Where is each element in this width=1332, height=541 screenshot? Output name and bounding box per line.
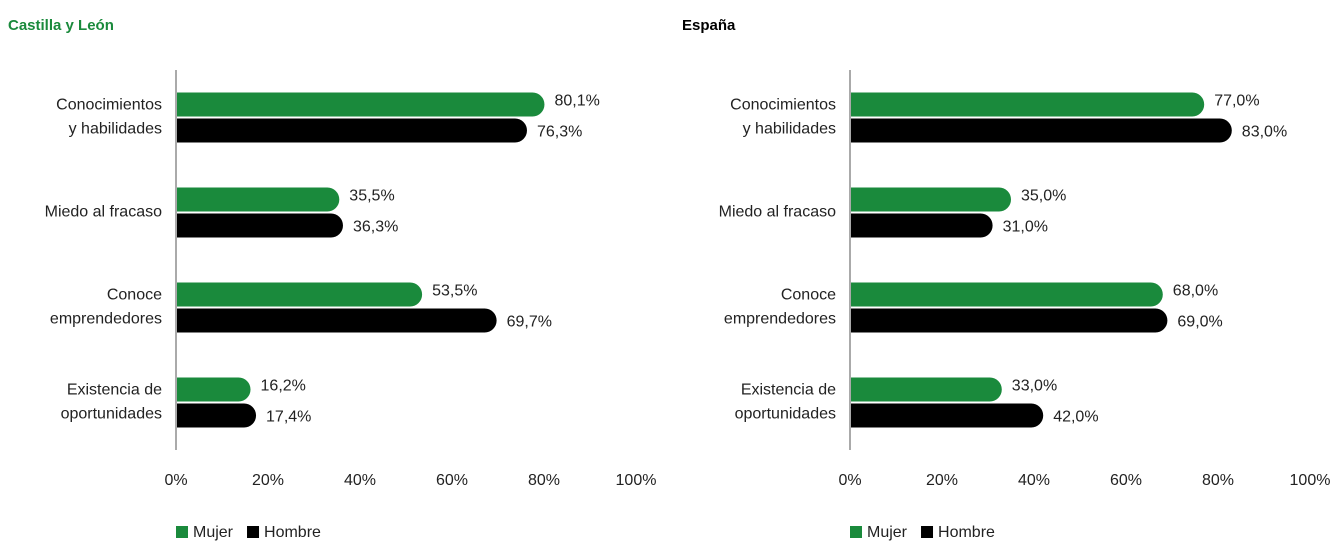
category-line: Existencia de bbox=[67, 382, 162, 399]
x-tick-label: 60% bbox=[1110, 472, 1142, 489]
bar bbox=[850, 403, 1044, 428]
category-line: emprendedores bbox=[724, 311, 836, 328]
x-tick-label: 80% bbox=[1202, 472, 1234, 489]
category-label: Existencia de oportunidades bbox=[61, 382, 163, 423]
legend-swatch bbox=[921, 526, 934, 538]
bar bbox=[176, 213, 343, 238]
chart: España Conocimientos y habilidades 77,0% 83,… bbox=[682, 17, 1330, 541]
value-label: 76,3% bbox=[537, 124, 582, 141]
bar bbox=[850, 282, 1163, 307]
value-label: 80,1% bbox=[554, 93, 599, 110]
value-label: 33,0% bbox=[1012, 378, 1057, 395]
x-tick-label: 0% bbox=[838, 472, 861, 489]
legend-swatch bbox=[176, 526, 188, 538]
x-tick-label: 100% bbox=[616, 472, 657, 489]
bar bbox=[176, 187, 340, 212]
category-line: emprendedores bbox=[50, 311, 162, 328]
category-line: Conocimientos bbox=[56, 97, 162, 114]
x-tick-label: 20% bbox=[926, 472, 958, 489]
category-line: Miedo al fracaso bbox=[719, 204, 836, 221]
bar bbox=[176, 92, 545, 117]
category-line: Conoce bbox=[781, 287, 836, 304]
legend-label: Hombre bbox=[264, 524, 321, 541]
category-label: Conocimientos y habilidades bbox=[730, 97, 836, 138]
x-tick-label: 80% bbox=[528, 472, 560, 489]
bar bbox=[176, 308, 497, 333]
bar bbox=[850, 213, 993, 238]
category-label: Miedo al fracaso bbox=[719, 204, 836, 221]
bar bbox=[850, 377, 1002, 402]
value-label: 31,0% bbox=[1003, 219, 1048, 236]
value-label: 77,0% bbox=[1214, 93, 1259, 110]
category-line: Miedo al fracaso bbox=[45, 204, 162, 221]
bar bbox=[176, 118, 527, 143]
bar bbox=[850, 187, 1011, 212]
value-label: 35,0% bbox=[1021, 188, 1066, 205]
x-tick-label: 20% bbox=[252, 472, 284, 489]
x-tick-label: 60% bbox=[436, 472, 468, 489]
bar bbox=[850, 308, 1168, 333]
bar bbox=[850, 118, 1232, 143]
category-line: y habilidades bbox=[743, 121, 836, 138]
value-label: 69,7% bbox=[507, 314, 552, 331]
bar bbox=[176, 377, 251, 402]
x-tick-label: 100% bbox=[1290, 472, 1331, 489]
x-tick-label: 40% bbox=[1018, 472, 1050, 489]
category-label: Existencia de oportunidades bbox=[735, 382, 837, 423]
legend-swatch bbox=[247, 526, 260, 538]
value-label: 53,5% bbox=[432, 283, 477, 300]
category-label: Miedo al fracaso bbox=[45, 204, 162, 221]
category-line: Existencia de bbox=[741, 382, 836, 399]
legend-label: Hombre bbox=[938, 524, 995, 541]
category-line: Conocimientos bbox=[730, 97, 836, 114]
chart: Castilla y León Conocimientos y habilidade… bbox=[8, 17, 656, 541]
category-label: Conoce emprendedores bbox=[724, 287, 836, 328]
value-label: 16,2% bbox=[261, 378, 306, 395]
x-tick-label: 40% bbox=[344, 472, 376, 489]
legend-label: Mujer bbox=[193, 524, 234, 541]
category-line: oportunidades bbox=[735, 406, 836, 423]
value-label: 35,5% bbox=[349, 188, 394, 205]
value-label: 42,0% bbox=[1053, 409, 1098, 426]
bar bbox=[850, 92, 1205, 117]
legend-label: Mujer bbox=[867, 524, 908, 541]
category-line: oportunidades bbox=[61, 406, 162, 423]
value-label: 36,3% bbox=[353, 219, 398, 236]
category-line: y habilidades bbox=[69, 121, 162, 138]
legend-swatch bbox=[850, 526, 862, 538]
x-tick-label: 0% bbox=[164, 472, 187, 489]
category-label: Conocimientos y habilidades bbox=[56, 97, 162, 138]
bar bbox=[176, 403, 257, 428]
category-line: Conoce bbox=[107, 287, 162, 304]
value-label: 68,0% bbox=[1173, 283, 1218, 300]
value-label: 17,4% bbox=[266, 409, 311, 426]
bar bbox=[176, 282, 423, 307]
chart-title: Castilla y León bbox=[8, 17, 114, 34]
value-label: 69,0% bbox=[1177, 314, 1222, 331]
value-label: 83,0% bbox=[1242, 124, 1287, 141]
category-label: Conoce emprendedores bbox=[50, 287, 162, 328]
chart-title: España bbox=[682, 17, 736, 34]
